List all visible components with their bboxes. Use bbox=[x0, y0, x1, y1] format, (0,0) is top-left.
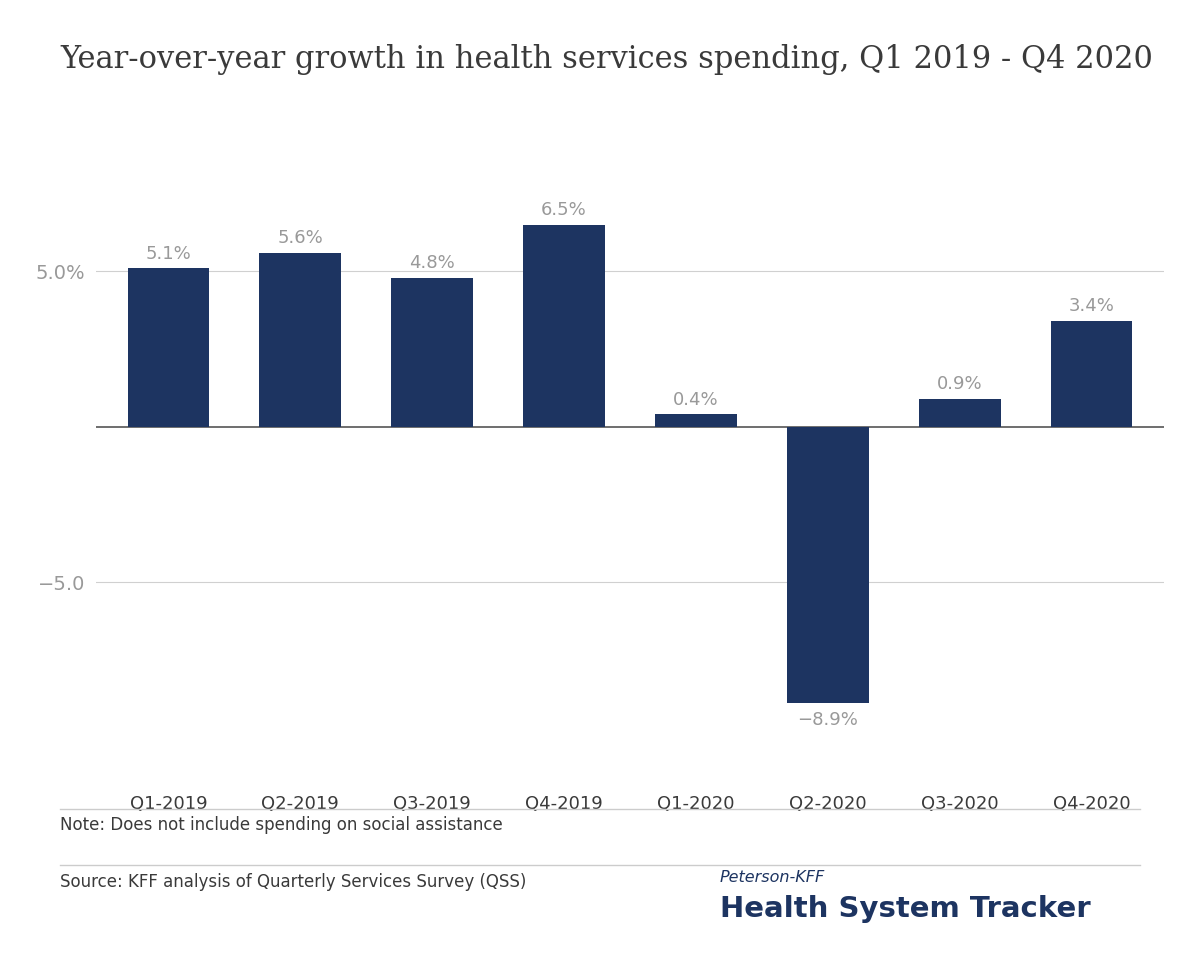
Bar bbox=[523, 224, 605, 426]
Bar bbox=[127, 269, 209, 426]
Bar bbox=[1051, 321, 1133, 426]
Text: 6.5%: 6.5% bbox=[541, 201, 587, 220]
Bar bbox=[259, 253, 341, 426]
Bar bbox=[391, 277, 473, 426]
Bar bbox=[655, 415, 737, 426]
Text: 0.4%: 0.4% bbox=[673, 391, 719, 409]
Text: Note: Does not include spending on social assistance: Note: Does not include spending on socia… bbox=[60, 816, 503, 834]
Text: −8.9%: −8.9% bbox=[797, 710, 858, 729]
Text: 0.9%: 0.9% bbox=[937, 375, 983, 393]
Bar bbox=[787, 426, 869, 704]
Text: Source: KFF analysis of Quarterly Services Survey (QSS): Source: KFF analysis of Quarterly Servic… bbox=[60, 873, 527, 891]
Text: Health System Tracker: Health System Tracker bbox=[720, 895, 1091, 923]
Text: 3.4%: 3.4% bbox=[1068, 297, 1115, 316]
Text: 4.8%: 4.8% bbox=[409, 254, 455, 271]
Text: Year-over-year growth in health services spending, Q1 2019 - Q4 2020: Year-over-year growth in health services… bbox=[60, 44, 1153, 75]
Text: 5.1%: 5.1% bbox=[145, 245, 191, 263]
Text: 5.6%: 5.6% bbox=[277, 229, 323, 247]
Bar bbox=[919, 399, 1001, 426]
Text: Peterson-KFF: Peterson-KFF bbox=[720, 870, 826, 885]
